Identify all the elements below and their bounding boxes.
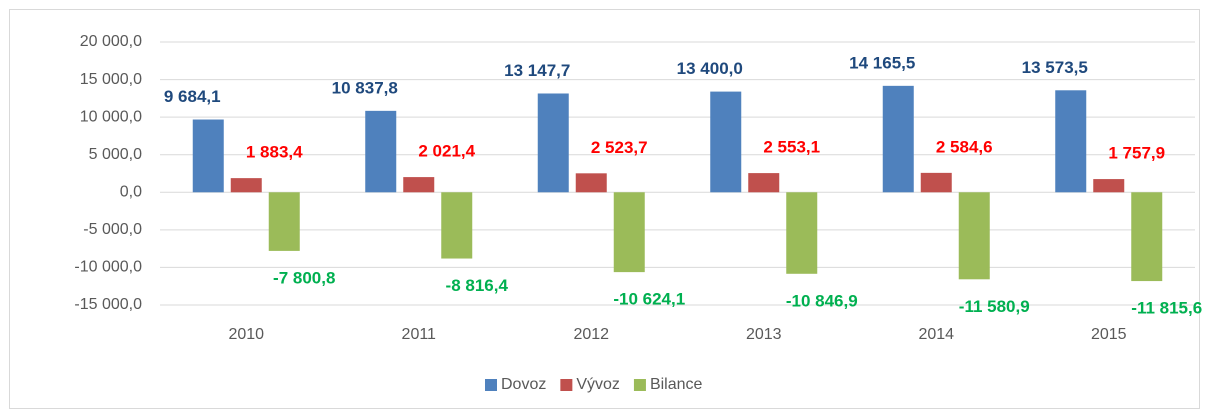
data-label: 9 684,1	[164, 87, 221, 106]
bar	[882, 85, 914, 193]
x-tick-label: 2012	[573, 326, 609, 343]
data-label: -11 580,9	[959, 297, 1030, 316]
y-tick-label: 20 000,0	[80, 33, 142, 50]
bar	[920, 172, 952, 193]
x-tick-label: 2010	[228, 326, 264, 343]
x-tick-label: 2014	[918, 326, 954, 343]
bar	[958, 192, 990, 280]
data-label: -10 624,1	[613, 290, 685, 309]
y-tick-label: -5 000,0	[83, 221, 142, 238]
data-label: -11 815,6	[1131, 299, 1202, 318]
data-label: 1 883,4	[246, 143, 303, 162]
legend-swatch	[560, 379, 573, 391]
data-label: -7 800,8	[273, 268, 335, 287]
y-tick-label: 0,0	[120, 184, 142, 201]
data-label: 2 523,7	[591, 138, 648, 157]
legend-label: Bilance	[650, 376, 703, 393]
bar	[268, 192, 300, 251]
chart-border	[9, 9, 1200, 409]
bar	[403, 177, 435, 193]
y-tick-label: 15 000,0	[80, 71, 142, 88]
bar	[1131, 192, 1163, 282]
bar	[575, 173, 607, 193]
legend-swatch	[485, 379, 497, 391]
bar	[1055, 90, 1087, 193]
data-label: 14 165,5	[849, 53, 915, 72]
data-label: -8 816,4	[446, 276, 509, 295]
bar	[230, 178, 262, 193]
bar	[748, 173, 780, 193]
legend-label: Vývoz	[576, 376, 620, 393]
data-label: -10 846,9	[786, 291, 858, 310]
data-label: 13 147,7	[504, 61, 570, 80]
bar	[786, 192, 818, 274]
x-tick-label: 2013	[746, 326, 782, 343]
bar	[613, 192, 645, 273]
bar	[365, 110, 397, 193]
bar	[192, 119, 224, 193]
data-label: 10 837,8	[332, 78, 398, 97]
x-tick-label: 2015	[1091, 326, 1127, 343]
bar	[441, 192, 473, 259]
legend-swatch	[633, 379, 646, 391]
data-label: 13 400,0	[677, 59, 743, 78]
bar	[710, 91, 742, 193]
data-label: 2 021,4	[418, 142, 475, 161]
bar	[537, 93, 569, 193]
y-tick-label: -15 000,0	[74, 296, 142, 313]
y-tick-label: 5 000,0	[89, 146, 142, 163]
legend-label: Dovoz	[501, 376, 546, 393]
x-tick-label: 2011	[402, 326, 437, 343]
data-label: 1 757,9	[1108, 144, 1165, 163]
y-tick-label: 10 000,0	[80, 108, 142, 125]
data-label: 2 584,6	[936, 137, 993, 156]
y-tick-label: -10 000,0	[74, 259, 142, 276]
data-label: 13 573,5	[1022, 58, 1088, 77]
bar	[1093, 179, 1125, 193]
data-label: 2 553,1	[763, 138, 820, 157]
